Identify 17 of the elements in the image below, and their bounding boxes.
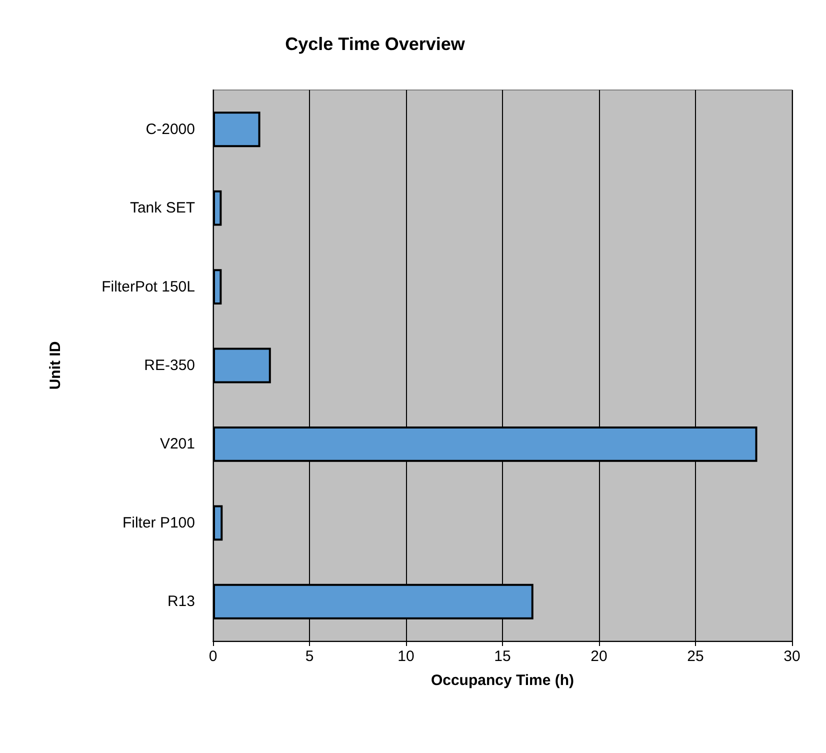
y-tick-label: FilterPot 150L (102, 278, 195, 296)
chart-title: Cycle Time Overview (285, 34, 466, 54)
x-axis-title: Occupancy Time (h) (430, 672, 574, 689)
x-tick-label: 25 (687, 648, 704, 665)
x-tick-label: 5 (305, 648, 314, 665)
y-axis-title: Unit ID (47, 341, 64, 390)
x-tick-label: 20 (590, 648, 608, 665)
y-tick-label: RE-350 (144, 357, 195, 374)
x-tick-label: 30 (784, 648, 800, 665)
y-tick-label: Tank SET (130, 200, 195, 217)
y-tick-label: V201 (160, 436, 195, 453)
y-tick-label: C-2000 (146, 120, 195, 138)
x-tick-label: 0 (208, 648, 218, 665)
y-tick-label: R13 (167, 593, 195, 610)
y-tick-label: Filter P100 (122, 514, 195, 532)
x-tick-label: 15 (494, 648, 511, 665)
x-tick-label: 10 (398, 648, 414, 665)
